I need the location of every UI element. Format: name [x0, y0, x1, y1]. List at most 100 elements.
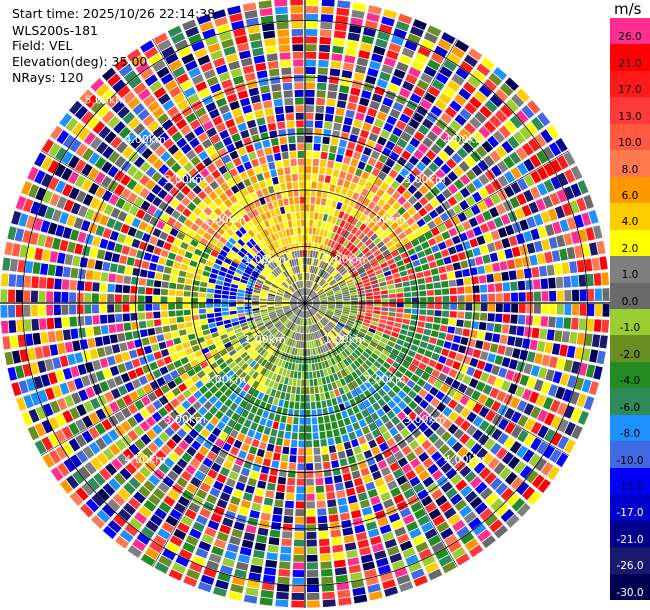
colorbar-band [610, 441, 650, 469]
ppi-cell [249, 175, 258, 184]
ppi-cell [116, 453, 129, 466]
ppi-cell [391, 211, 401, 221]
ppi-cell [136, 387, 146, 398]
ppi-cell [62, 410, 74, 424]
ppi-cell [307, 318, 310, 326]
ppi-cell [335, 185, 342, 194]
ppi-cell [385, 357, 394, 365]
ppi-cell [252, 235, 260, 244]
ppi-cell [171, 131, 183, 143]
ppi-cell [523, 268, 532, 279]
ppi-cell [435, 548, 449, 560]
ppi-cell [261, 23, 275, 32]
ppi-cell [225, 478, 236, 488]
ppi-cell [388, 169, 398, 179]
ppi-cell [154, 145, 166, 157]
ppi-cell [434, 310, 442, 317]
ppi-cell [362, 561, 375, 571]
ppi-cell [583, 194, 594, 209]
ppi-cell [503, 293, 511, 302]
ppi-cell [345, 262, 352, 269]
ppi-cell [141, 232, 151, 243]
ppi-cell [476, 63, 491, 77]
ppi-cell [276, 309, 283, 313]
ppi-cell [495, 293, 503, 302]
ppi-cell [145, 416, 157, 427]
ppi-cell [255, 374, 263, 382]
ppi-cell [262, 330, 269, 337]
ppi-cell [289, 314, 295, 320]
ppi-cell [240, 426, 249, 435]
ppi-cell [477, 529, 492, 542]
ppi-cell [332, 328, 339, 335]
ppi-cell [411, 59, 425, 71]
ppi-cell [216, 227, 225, 236]
ppi-cell [350, 509, 362, 519]
ppi-cell [524, 418, 536, 431]
ppi-cell [394, 343, 402, 351]
ppi-cell [229, 392, 238, 402]
range-label: 1.00km [244, 333, 286, 346]
ppi-cell [546, 329, 555, 341]
ppi-cell [319, 228, 325, 237]
ppi-cell [253, 141, 263, 151]
ppi-cell [268, 475, 277, 484]
ppi-cell [358, 255, 367, 262]
ppi-cell [168, 451, 180, 463]
ppi-cell [336, 226, 343, 235]
ppi-cell [256, 233, 263, 241]
ppi-cell [305, 135, 313, 143]
ppi-cell [494, 525, 508, 539]
ppi-cell [254, 317, 262, 322]
ppi-cell [361, 275, 369, 281]
ppi-cell [353, 72, 365, 82]
ppi-cell [363, 261, 371, 269]
ppi-cell [238, 316, 246, 321]
ppi-cell [69, 304, 77, 315]
ppi-cell [379, 524, 392, 535]
ppi-cell [27, 426, 40, 441]
ppi-cell [282, 305, 290, 308]
ppi-cell [270, 286, 278, 291]
ppi-cell [331, 200, 338, 209]
ppi-cell [209, 327, 218, 334]
ppi-cell [142, 114, 155, 127]
ppi-cell [578, 362, 588, 376]
ppi-cell [283, 306, 290, 309]
ppi-cell [220, 266, 228, 273]
ppi-cell [68, 438, 81, 452]
ppi-cell [372, 402, 381, 411]
ppi-cell [27, 347, 36, 361]
ppi-cell [267, 306, 275, 309]
range-label: 1.00km [244, 253, 286, 266]
ppi-cell [106, 95, 120, 108]
ppi-cell [275, 296, 283, 300]
ppi-cell [334, 388, 341, 397]
ppi-cell [187, 395, 197, 405]
ppi-cell [475, 145, 488, 158]
ppi-cell [325, 376, 331, 384]
ppi-cell [102, 335, 111, 345]
ppi-cell [317, 312, 324, 317]
ppi-cell [141, 260, 150, 270]
ppi-cell [262, 248, 269, 256]
ppi-cell [120, 174, 132, 186]
ppi-cell [205, 422, 215, 432]
ppi-cell [450, 473, 463, 486]
ppi-cell [536, 441, 549, 455]
ppi-cell [362, 474, 373, 484]
ppi-cell [314, 120, 323, 129]
ppi-cell [399, 270, 408, 277]
ppi-cell [418, 362, 427, 371]
ppi-cell [247, 517, 259, 527]
ppi-cell [511, 292, 519, 302]
ppi-cell [358, 365, 366, 374]
ppi-cell [203, 69, 216, 80]
ppi-cell [310, 292, 316, 298]
ppi-cell [276, 292, 284, 296]
ppi-cell [513, 131, 526, 145]
ppi-cell [441, 288, 450, 295]
ppi-cell [314, 455, 322, 463]
ppi-cell [351, 352, 359, 359]
ppi-cell [296, 309, 301, 316]
